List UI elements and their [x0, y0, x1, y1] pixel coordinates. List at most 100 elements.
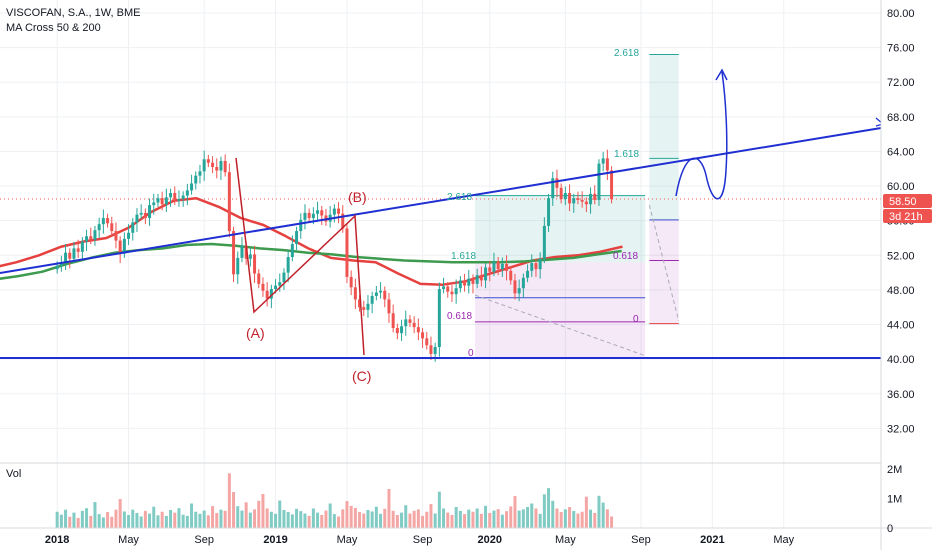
candle-body	[349, 276, 353, 288]
volume-bar	[127, 515, 131, 528]
candle-body	[148, 205, 152, 219]
candle-body	[253, 254, 257, 274]
volume-bar	[458, 510, 462, 528]
candle-body	[542, 225, 546, 259]
candle-body	[605, 158, 609, 171]
price-tick-label: 80.00	[887, 8, 915, 20]
candle-body	[530, 263, 534, 271]
volume-bar	[181, 514, 185, 528]
candle-body	[391, 313, 395, 328]
wave-label-b: (B)	[348, 189, 367, 205]
volume-bar	[80, 510, 84, 528]
candle-body	[589, 193, 593, 205]
volume-bar	[131, 509, 135, 528]
volume-bar	[232, 491, 236, 528]
volume-bar	[454, 507, 458, 528]
volume-bar	[248, 512, 252, 528]
candle-body	[538, 258, 542, 270]
volume-bar	[479, 513, 483, 528]
volume-bar	[152, 506, 156, 528]
fib-label-0618-right: 0.618	[613, 251, 638, 262]
volume-bar	[303, 513, 307, 528]
candle-body	[505, 263, 509, 271]
volume-bar	[337, 516, 341, 528]
price-tick-label: 48.00	[887, 285, 915, 297]
candle-body	[265, 290, 269, 299]
candle-body	[223, 160, 227, 173]
candle-body	[362, 307, 366, 310]
volume-bar	[580, 511, 584, 528]
volume-bar	[496, 509, 500, 528]
candle-body	[387, 299, 391, 314]
candle-body	[370, 295, 374, 304]
candle-body	[152, 202, 156, 206]
volume-bar	[505, 511, 509, 528]
projection-arrow	[675, 71, 728, 200]
time-tick-label: 2018	[45, 534, 69, 546]
volume-bar	[236, 506, 240, 528]
volume-bar	[85, 508, 89, 528]
volume-bar	[358, 512, 362, 528]
candle-body	[240, 245, 244, 258]
time-tick-label: 2020	[478, 534, 502, 546]
volume-bars	[55, 473, 614, 528]
candle-body	[400, 326, 404, 334]
volume-bar	[538, 513, 542, 528]
projection-arrowhead	[715, 68, 728, 81]
candle-body	[597, 163, 601, 200]
candle-body	[421, 332, 425, 339]
candle-body	[408, 319, 412, 323]
volume-bar	[299, 511, 303, 528]
volume-bar	[450, 515, 454, 528]
candle-body	[232, 231, 236, 275]
volume-bar	[173, 512, 177, 528]
volume-bar	[484, 505, 488, 528]
candle-body	[467, 278, 471, 286]
candle-body	[547, 198, 551, 226]
price-tick-label: 72.00	[887, 77, 915, 89]
candle-body	[442, 286, 446, 290]
candle-body	[248, 254, 252, 259]
volume-bar	[211, 506, 215, 528]
volume-bar	[353, 507, 357, 528]
volume-bar	[240, 510, 244, 528]
volume-bar	[290, 514, 294, 528]
candle-body	[215, 167, 219, 171]
fib-zone-purple-left	[475, 262, 646, 359]
candle-body	[206, 159, 210, 163]
candle-body	[190, 183, 194, 191]
volume-bar	[122, 511, 126, 528]
price-tick-label: 64.00	[887, 146, 915, 158]
candle-body	[269, 289, 273, 299]
volume-tick-label: 2M	[887, 464, 902, 476]
candle-body	[156, 198, 160, 203]
volume-bar	[442, 508, 446, 528]
fib-label-0-right: 0	[633, 314, 639, 325]
fib-label-0-left: 0	[468, 348, 474, 359]
volume-bar	[404, 505, 408, 528]
volume-bar	[467, 509, 471, 528]
candle-body	[412, 322, 416, 328]
time-tick-label: Sep	[413, 534, 433, 546]
candle-body	[437, 289, 441, 348]
price-tick-label: 36.00	[887, 389, 915, 401]
volume-bar	[559, 512, 563, 528]
candle-body	[366, 303, 370, 310]
abc-wave-path	[235, 157, 365, 356]
volume-bar	[320, 515, 324, 528]
candle-body	[139, 212, 143, 215]
volume-bar	[274, 513, 278, 528]
fib-label-2618-right: 2.618	[614, 48, 639, 59]
candle-body	[89, 236, 93, 240]
chart-grid	[0, 0, 881, 528]
volume-bar	[278, 500, 282, 528]
candle-body	[131, 222, 135, 233]
candle-body	[353, 287, 357, 300]
ma50-line	[0, 196, 623, 286]
candle-body	[219, 160, 223, 171]
candle-body	[551, 178, 555, 199]
volume-bar	[584, 496, 588, 528]
volume-bar	[269, 511, 273, 528]
volume-bar	[521, 509, 525, 528]
